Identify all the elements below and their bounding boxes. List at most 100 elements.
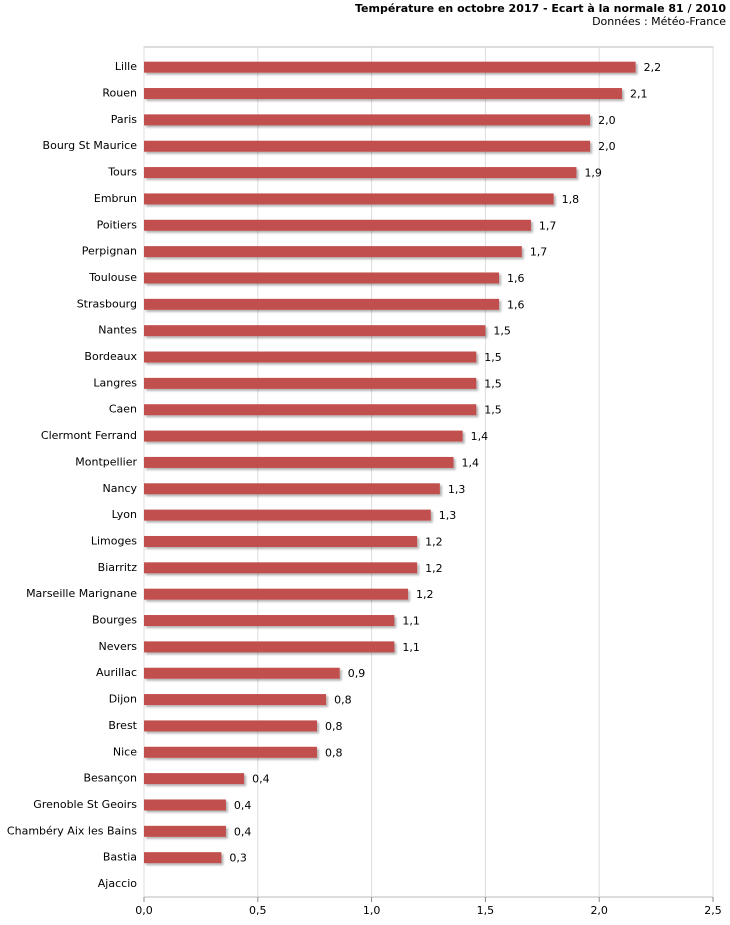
y-tick-label: Bourg St Maurice bbox=[43, 139, 138, 152]
y-tick-label: Caen bbox=[109, 403, 137, 416]
y-tick-label: Grenoble St Geoirs bbox=[33, 798, 137, 811]
bar bbox=[144, 219, 531, 231]
value-label: 1,9 bbox=[584, 167, 602, 180]
y-tick-label: Dijon bbox=[109, 693, 137, 706]
x-tick-label: 1,0 bbox=[363, 904, 381, 917]
x-tick-label: 2,5 bbox=[704, 904, 722, 917]
bar bbox=[144, 61, 636, 73]
y-tick-label: Nantes bbox=[98, 324, 137, 337]
y-tick-label: Strasbourg bbox=[77, 297, 137, 310]
y-tick-label: Bourges bbox=[92, 614, 137, 627]
y-tick-label: Aurillac bbox=[96, 666, 137, 679]
bar bbox=[144, 641, 395, 653]
value-label: 1,1 bbox=[402, 615, 420, 628]
y-tick-label: Limoges bbox=[91, 534, 137, 547]
value-label: 0,4 bbox=[234, 799, 252, 812]
y-tick-label: Embrun bbox=[94, 192, 137, 205]
value-label: 2,2 bbox=[644, 61, 662, 74]
chart-title: Température en octobre 2017 - Ecart à la… bbox=[355, 2, 726, 15]
value-label: 0,3 bbox=[229, 852, 247, 865]
bar bbox=[144, 562, 418, 574]
x-tick-label: 0,5 bbox=[249, 904, 267, 917]
value-label: 1,7 bbox=[530, 246, 548, 259]
y-tick-label: Nevers bbox=[98, 640, 137, 653]
value-label: 1,2 bbox=[425, 535, 443, 548]
y-tick-label: Bastia bbox=[103, 851, 137, 864]
bar bbox=[144, 456, 454, 468]
bar bbox=[144, 615, 395, 627]
bar bbox=[144, 140, 591, 152]
bar bbox=[144, 404, 477, 416]
y-tick-label: Perpignan bbox=[82, 245, 137, 258]
bar bbox=[144, 430, 463, 442]
bar bbox=[144, 351, 477, 363]
bar bbox=[144, 377, 477, 389]
x-tick-label: 1,5 bbox=[477, 904, 495, 917]
bar bbox=[144, 535, 418, 547]
value-label: 0,4 bbox=[252, 773, 269, 786]
x-tick-label: 0,0 bbox=[135, 904, 153, 917]
bar bbox=[144, 773, 245, 785]
bar bbox=[144, 746, 317, 758]
value-label: 1,4 bbox=[462, 456, 480, 469]
y-tick-label: Lyon bbox=[112, 508, 137, 521]
bar bbox=[144, 852, 222, 864]
y-tick-label: Biarritz bbox=[98, 561, 138, 574]
value-label: 1,5 bbox=[493, 325, 511, 338]
y-tick-label: Paris bbox=[111, 113, 137, 126]
value-label: 0,8 bbox=[325, 746, 343, 759]
bar bbox=[144, 509, 431, 521]
value-label: 2,0 bbox=[598, 114, 616, 127]
value-label: 0,4 bbox=[234, 825, 252, 838]
value-label: 1,5 bbox=[484, 377, 502, 390]
y-tick-label: Poitiers bbox=[97, 218, 138, 231]
y-tick-label: Ajaccio bbox=[98, 877, 137, 890]
y-tick-label: Clermont Ferrand bbox=[41, 429, 137, 442]
bar bbox=[144, 114, 591, 126]
value-label: 1,1 bbox=[402, 641, 420, 654]
y-tick-label: Tours bbox=[107, 166, 137, 179]
bar bbox=[144, 272, 500, 284]
value-label: 1,7 bbox=[539, 219, 557, 232]
y-tick-label: Nancy bbox=[103, 482, 138, 495]
value-label: 0,8 bbox=[325, 720, 343, 733]
value-label: 1,5 bbox=[484, 404, 502, 417]
value-label: 1,2 bbox=[416, 588, 434, 601]
value-label: 1,6 bbox=[507, 272, 525, 285]
bar bbox=[144, 694, 327, 706]
value-label: 2,1 bbox=[630, 88, 648, 101]
value-label: 1,2 bbox=[425, 562, 443, 575]
value-label: 1,8 bbox=[562, 193, 580, 206]
y-tick-label: Chambéry Aix les Bains bbox=[7, 824, 137, 837]
bar bbox=[144, 588, 409, 600]
y-tick-label: Langres bbox=[93, 376, 137, 389]
bar bbox=[144, 167, 577, 179]
y-tick-label: Nice bbox=[113, 745, 137, 758]
y-tick-label: Lille bbox=[115, 60, 137, 73]
bar bbox=[144, 825, 226, 837]
bar bbox=[144, 720, 317, 732]
y-tick-label: Rouen bbox=[102, 87, 137, 100]
bar bbox=[144, 667, 340, 679]
y-tick-label: Montpellier bbox=[75, 455, 137, 468]
y-tick-label: Marseille Marignane bbox=[26, 587, 137, 600]
chart-subtitle: Données : Météo-France bbox=[592, 15, 726, 28]
value-label: 1,5 bbox=[484, 351, 502, 364]
value-label: 0,8 bbox=[334, 694, 352, 707]
bar bbox=[144, 193, 554, 205]
value-label: 2,0 bbox=[598, 140, 616, 153]
value-label: 1,6 bbox=[507, 298, 525, 311]
bar bbox=[144, 88, 622, 100]
x-tick-label: 2,0 bbox=[590, 904, 608, 917]
bar bbox=[144, 325, 486, 337]
y-tick-label: Toulouse bbox=[88, 271, 137, 284]
bar bbox=[144, 483, 440, 495]
y-tick-label: Brest bbox=[108, 719, 137, 732]
value-label: 0,9 bbox=[348, 667, 366, 680]
y-tick-label: Bordeaux bbox=[84, 350, 137, 363]
value-label: 1,3 bbox=[448, 483, 466, 496]
value-label: 1,4 bbox=[471, 430, 489, 443]
bar bbox=[144, 799, 226, 811]
y-tick-label: Besançon bbox=[83, 772, 137, 785]
